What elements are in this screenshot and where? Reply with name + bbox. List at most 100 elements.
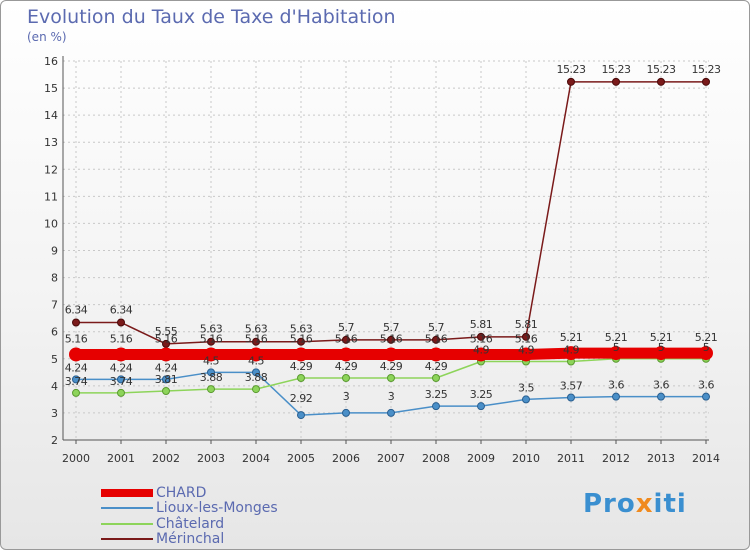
data-point-ch-telard [297,374,305,383]
data-label-m-rinchal: 5.7 [383,321,399,334]
data-point-chard [474,347,488,362]
data-point-m-rinchal [297,337,305,346]
data-point-m-rinchal [612,77,620,86]
data-label-chard: 5.16 [425,332,448,345]
data-label-m-rinchal: 5.63 [290,323,313,336]
y-tick-label: 2 [51,434,58,447]
x-tick-label: 2011 [557,452,585,465]
chart-subtitle: (en %) [27,30,67,44]
data-point-lioux-les-monges [567,393,575,402]
data-label-lioux-les-monges: 3 [388,390,395,403]
data-label-lioux-les-monges: 4.5 [203,354,219,367]
x-tick-label: 2010 [512,452,540,465]
data-label-lioux-les-monges: 2.92 [290,392,313,405]
data-label-lioux-les-monges: 3.6 [653,379,669,392]
data-point-lioux-les-monges [252,368,260,377]
data-label-chard: 5.16 [200,332,223,345]
data-point-lioux-les-monges [297,411,305,420]
data-point-m-rinchal [342,335,350,344]
data-label-chard: 5.21 [650,331,673,344]
data-label-ch-telard: 3.81 [155,373,178,386]
data-point-m-rinchal [522,332,530,341]
data-point-m-rinchal [207,337,215,346]
data-point-lioux-les-monges [522,395,530,404]
data-label-chard: 5.16 [290,332,313,345]
data-point-lioux-les-monges [612,392,620,401]
legend-item-chard: CHARD [101,485,278,501]
data-point-ch-telard [342,374,350,383]
data-point-m-rinchal [387,335,395,344]
data-point-ch-telard [387,374,395,383]
data-label-ch-telard: 4.29 [425,360,448,373]
data-point-chard [519,347,533,362]
data-point-ch-telard [432,374,440,383]
legend-label: CHARD [156,484,207,501]
y-tick-label: 14 [44,109,58,122]
legend-item-lioux-les-monges: Lioux-les-Monges [101,500,278,516]
data-label-m-rinchal: 5.55 [155,325,178,338]
x-tick-label: 2001 [107,452,135,465]
y-tick-label: 7 [51,299,58,312]
data-point-ch-telard [207,385,215,394]
y-tick-label: 10 [44,217,58,230]
data-label-lioux-les-monges: 3.57 [560,379,583,392]
data-label-m-rinchal: 6.34 [110,304,133,317]
data-label-ch-telard: 4.9 [473,343,489,356]
data-label-m-rinchal: 15.23 [602,63,631,76]
data-label-chard: 5.16 [380,332,403,345]
data-point-lioux-les-monges [207,368,215,377]
data-label-chard: 5.16 [245,332,268,345]
data-label-lioux-les-monges: 3.5 [518,381,534,394]
data-label-chard: 5.21 [560,331,583,344]
y-tick-label: 8 [51,272,58,285]
data-label-chard: 5.16 [65,332,88,345]
legend-swatch [101,488,153,497]
data-label-ch-telard: 4.9 [518,343,534,356]
x-tick-label: 2003 [197,452,225,465]
x-tick-label: 2007 [377,452,405,465]
data-label-m-rinchal: 15.23 [557,63,586,76]
legend-item-m-rinchal: Mérinchal [101,531,278,547]
data-point-ch-telard [72,388,80,397]
data-point-lioux-les-monges [432,402,440,411]
data-point-lioux-les-monges [477,402,485,411]
y-tick-label: 15 [44,82,58,95]
y-tick-label: 3 [51,407,58,420]
data-label-lioux-les-monges: 3.6 [608,379,624,392]
y-tick-label: 11 [44,190,58,203]
legend-swatch [101,538,153,541]
data-label-lioux-les-monges: 4.24 [65,361,88,374]
y-tick-label: 13 [44,136,58,149]
data-label-ch-telard: 3.74 [110,375,133,388]
y-tick-label: 4 [51,380,58,393]
data-label-ch-telard: 4.29 [335,360,358,373]
data-point-m-rinchal [252,337,260,346]
data-point-lioux-les-monges [117,375,125,384]
data-label-lioux-les-monges: 3 [343,390,350,403]
data-point-lioux-les-monges [342,408,350,417]
data-label-m-rinchal: 5.7 [338,321,354,334]
data-point-chard [69,347,83,362]
data-label-ch-telard: 5 [613,341,620,354]
x-tick-label: 2008 [422,452,450,465]
data-label-lioux-les-monges: 3.25 [470,388,493,401]
data-point-chard [249,347,263,362]
data-label-m-rinchal: 5.81 [515,318,538,331]
data-label-ch-telard: 5 [658,341,665,354]
data-point-lioux-les-monges [702,392,710,401]
x-tick-label: 2013 [647,452,675,465]
legend-item-ch-telard: Châtelard [101,516,278,532]
data-point-m-rinchal [567,77,575,86]
data-point-chard [564,346,578,361]
data-label-lioux-les-monges: 3.25 [425,388,448,401]
data-label-chard: 5.16 [470,332,493,345]
data-point-chard [159,347,173,362]
data-label-chard: 5.16 [155,332,178,345]
data-label-m-rinchal: 5.81 [470,318,493,331]
data-label-lioux-les-monges: 4.5 [248,354,264,367]
chart-title: Evolution du Taux de Taxe d'Habitation [27,6,396,28]
x-tick-label: 2009 [467,452,495,465]
data-label-m-rinchal: 5.7 [428,321,444,334]
data-label-ch-telard: 5 [703,341,710,354]
